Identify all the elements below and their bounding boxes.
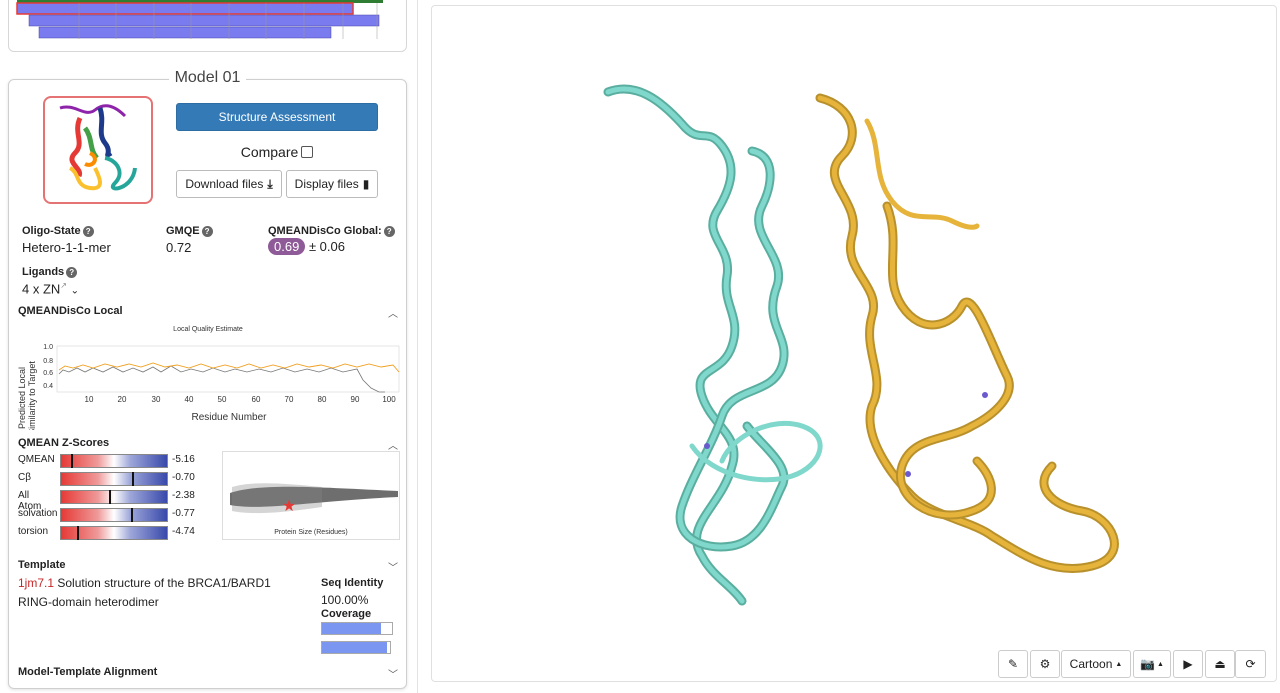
model-star-icon: ★: [282, 498, 296, 515]
qmean-local-title: QMEANDisCo Local: [18, 305, 123, 317]
structure-viewer[interactable]: ✎ ⚙ Cartoon ▲ 📷 ▲ ▶ ⏏ ⟳: [431, 5, 1277, 682]
compare-toggle[interactable]: Compare: [176, 144, 378, 160]
seq-identity-label: Seq Identity: [321, 577, 384, 589]
local-quality-plot: Local Quality Estimate Predicted Local S…: [17, 326, 400, 430]
qmean-global-value: 0.69 ± 0.06: [268, 238, 345, 255]
help-icon[interactable]: ?: [201, 226, 213, 237]
pencil-icon[interactable]: ✎: [998, 650, 1028, 678]
template-description-2: RING-domain heterodimer: [18, 595, 159, 609]
coverage-overview: [16, 0, 383, 39]
qmean-global-label: QMEANDisCo Global:?: [268, 225, 395, 237]
xtick: 60: [252, 395, 261, 404]
coverage-label: Coverage: [321, 608, 372, 620]
xtick: 100: [382, 395, 396, 404]
plot-title: Local Quality Estimate: [173, 326, 243, 333]
xtick: 70: [285, 395, 294, 404]
seq-identity-value: 100.00%: [321, 593, 369, 607]
external-link-icon[interactable]: ↗: [60, 281, 67, 290]
caret-up-icon: ▲: [1115, 660, 1123, 668]
structure-assessment-button[interactable]: Structure Assessment: [176, 103, 378, 131]
xlabel: Residue Number: [191, 412, 267, 423]
xtick: 10: [85, 395, 94, 404]
compare-checkbox[interactable]: [301, 146, 314, 158]
xtick: 40: [185, 395, 194, 404]
display-files-button[interactable]: Display files ▮: [286, 170, 378, 198]
alignment-title: Model-Template Alignment: [18, 666, 158, 678]
ligands-value[interactable]: 4 x ZN↗ ⌄: [22, 281, 80, 297]
ylabel-2: Similarity to Target: [27, 361, 37, 430]
display-label: Display files: [294, 177, 359, 191]
download-files-button[interactable]: Download files ⤓: [176, 170, 282, 198]
template-description: 1jm7.1 Solution structure of the BRCA1/B…: [18, 576, 271, 590]
render-mode-label: Cartoon: [1069, 657, 1113, 671]
ytick: 0.4: [43, 383, 53, 390]
zinc-ion: [982, 392, 988, 398]
quality-line-gray: [58, 365, 385, 393]
zinc-ion: [704, 443, 710, 449]
ylabel-1: Predicted Local: [17, 367, 27, 429]
render-mode-dropdown[interactable]: Cartoon ▲: [1061, 650, 1131, 678]
chevron-up-icon[interactable]: ︿: [388, 309, 398, 320]
chevron-up-icon[interactable]: ︿: [388, 441, 398, 452]
help-icon[interactable]: ?: [383, 226, 395, 237]
ligands-label: Ligands?: [22, 266, 78, 278]
template-coverage-panel: [8, 0, 407, 52]
left-panel: Model 01 Structure Assessment Compare Do…: [0, 0, 418, 693]
xtick: 20: [118, 395, 127, 404]
gmqe-value: 0.72: [166, 240, 192, 255]
help-icon[interactable]: ?: [82, 226, 94, 237]
zinc-ion: [905, 471, 911, 477]
camera-icon[interactable]: 📷 ▲: [1133, 650, 1171, 678]
coverage-bar: [321, 622, 393, 635]
chevron-down-icon[interactable]: ﹀: [388, 563, 398, 574]
quality-line-orange: [58, 362, 400, 373]
oligo-state-label: Oligo-State?: [22, 225, 94, 237]
chevron-down-icon[interactable]: ⌄: [70, 285, 80, 297]
refresh-icon[interactable]: ⟳: [1235, 650, 1266, 678]
gear-icon[interactable]: ⚙: [1030, 650, 1060, 678]
template-id-link[interactable]: 1jm7.1: [18, 576, 55, 590]
ytick: 1.0: [43, 344, 53, 351]
compare-label: Compare: [240, 144, 299, 160]
ytick: 0.6: [43, 370, 53, 377]
xtick: 90: [351, 395, 360, 404]
xtick: 30: [152, 395, 161, 404]
model-thumbnail[interactable]: [43, 96, 153, 204]
gmqe-label: GMQE?: [166, 225, 213, 237]
protein-thumbnail-icon: [59, 104, 137, 191]
model-panel: Model 01 Structure Assessment Compare Do…: [8, 69, 407, 689]
download-icon: ⤓: [267, 176, 273, 191]
zscores-title: QMEAN Z-Scores: [18, 437, 110, 449]
play-icon[interactable]: ▶: [1173, 650, 1203, 678]
coverage-bar: [321, 641, 391, 654]
model-title: Model 01: [168, 69, 247, 86]
zscore-scatter-plot: ★ Protein Size (Residues): [222, 451, 400, 540]
download-label: Download files: [185, 177, 264, 191]
template-title: Template: [18, 559, 66, 571]
ytick: 0.8: [43, 358, 53, 365]
xtick: 50: [218, 395, 227, 404]
scatter-xlabel: Protein Size (Residues): [274, 529, 348, 536]
qmean-global-badge: 0.69: [268, 238, 306, 255]
qmean-global-error: ± 0.06: [308, 239, 345, 254]
file-icon: ▮: [362, 177, 370, 191]
eject-icon[interactable]: ⏏: [1205, 650, 1235, 678]
help-icon[interactable]: ?: [66, 267, 78, 278]
oligo-state-value: Hetero-1-1-mer: [22, 240, 111, 255]
protein-structure-view[interactable]: [432, 6, 1278, 646]
chevron-down-icon[interactable]: ﹀: [388, 670, 398, 681]
xtick: 80: [318, 395, 327, 404]
